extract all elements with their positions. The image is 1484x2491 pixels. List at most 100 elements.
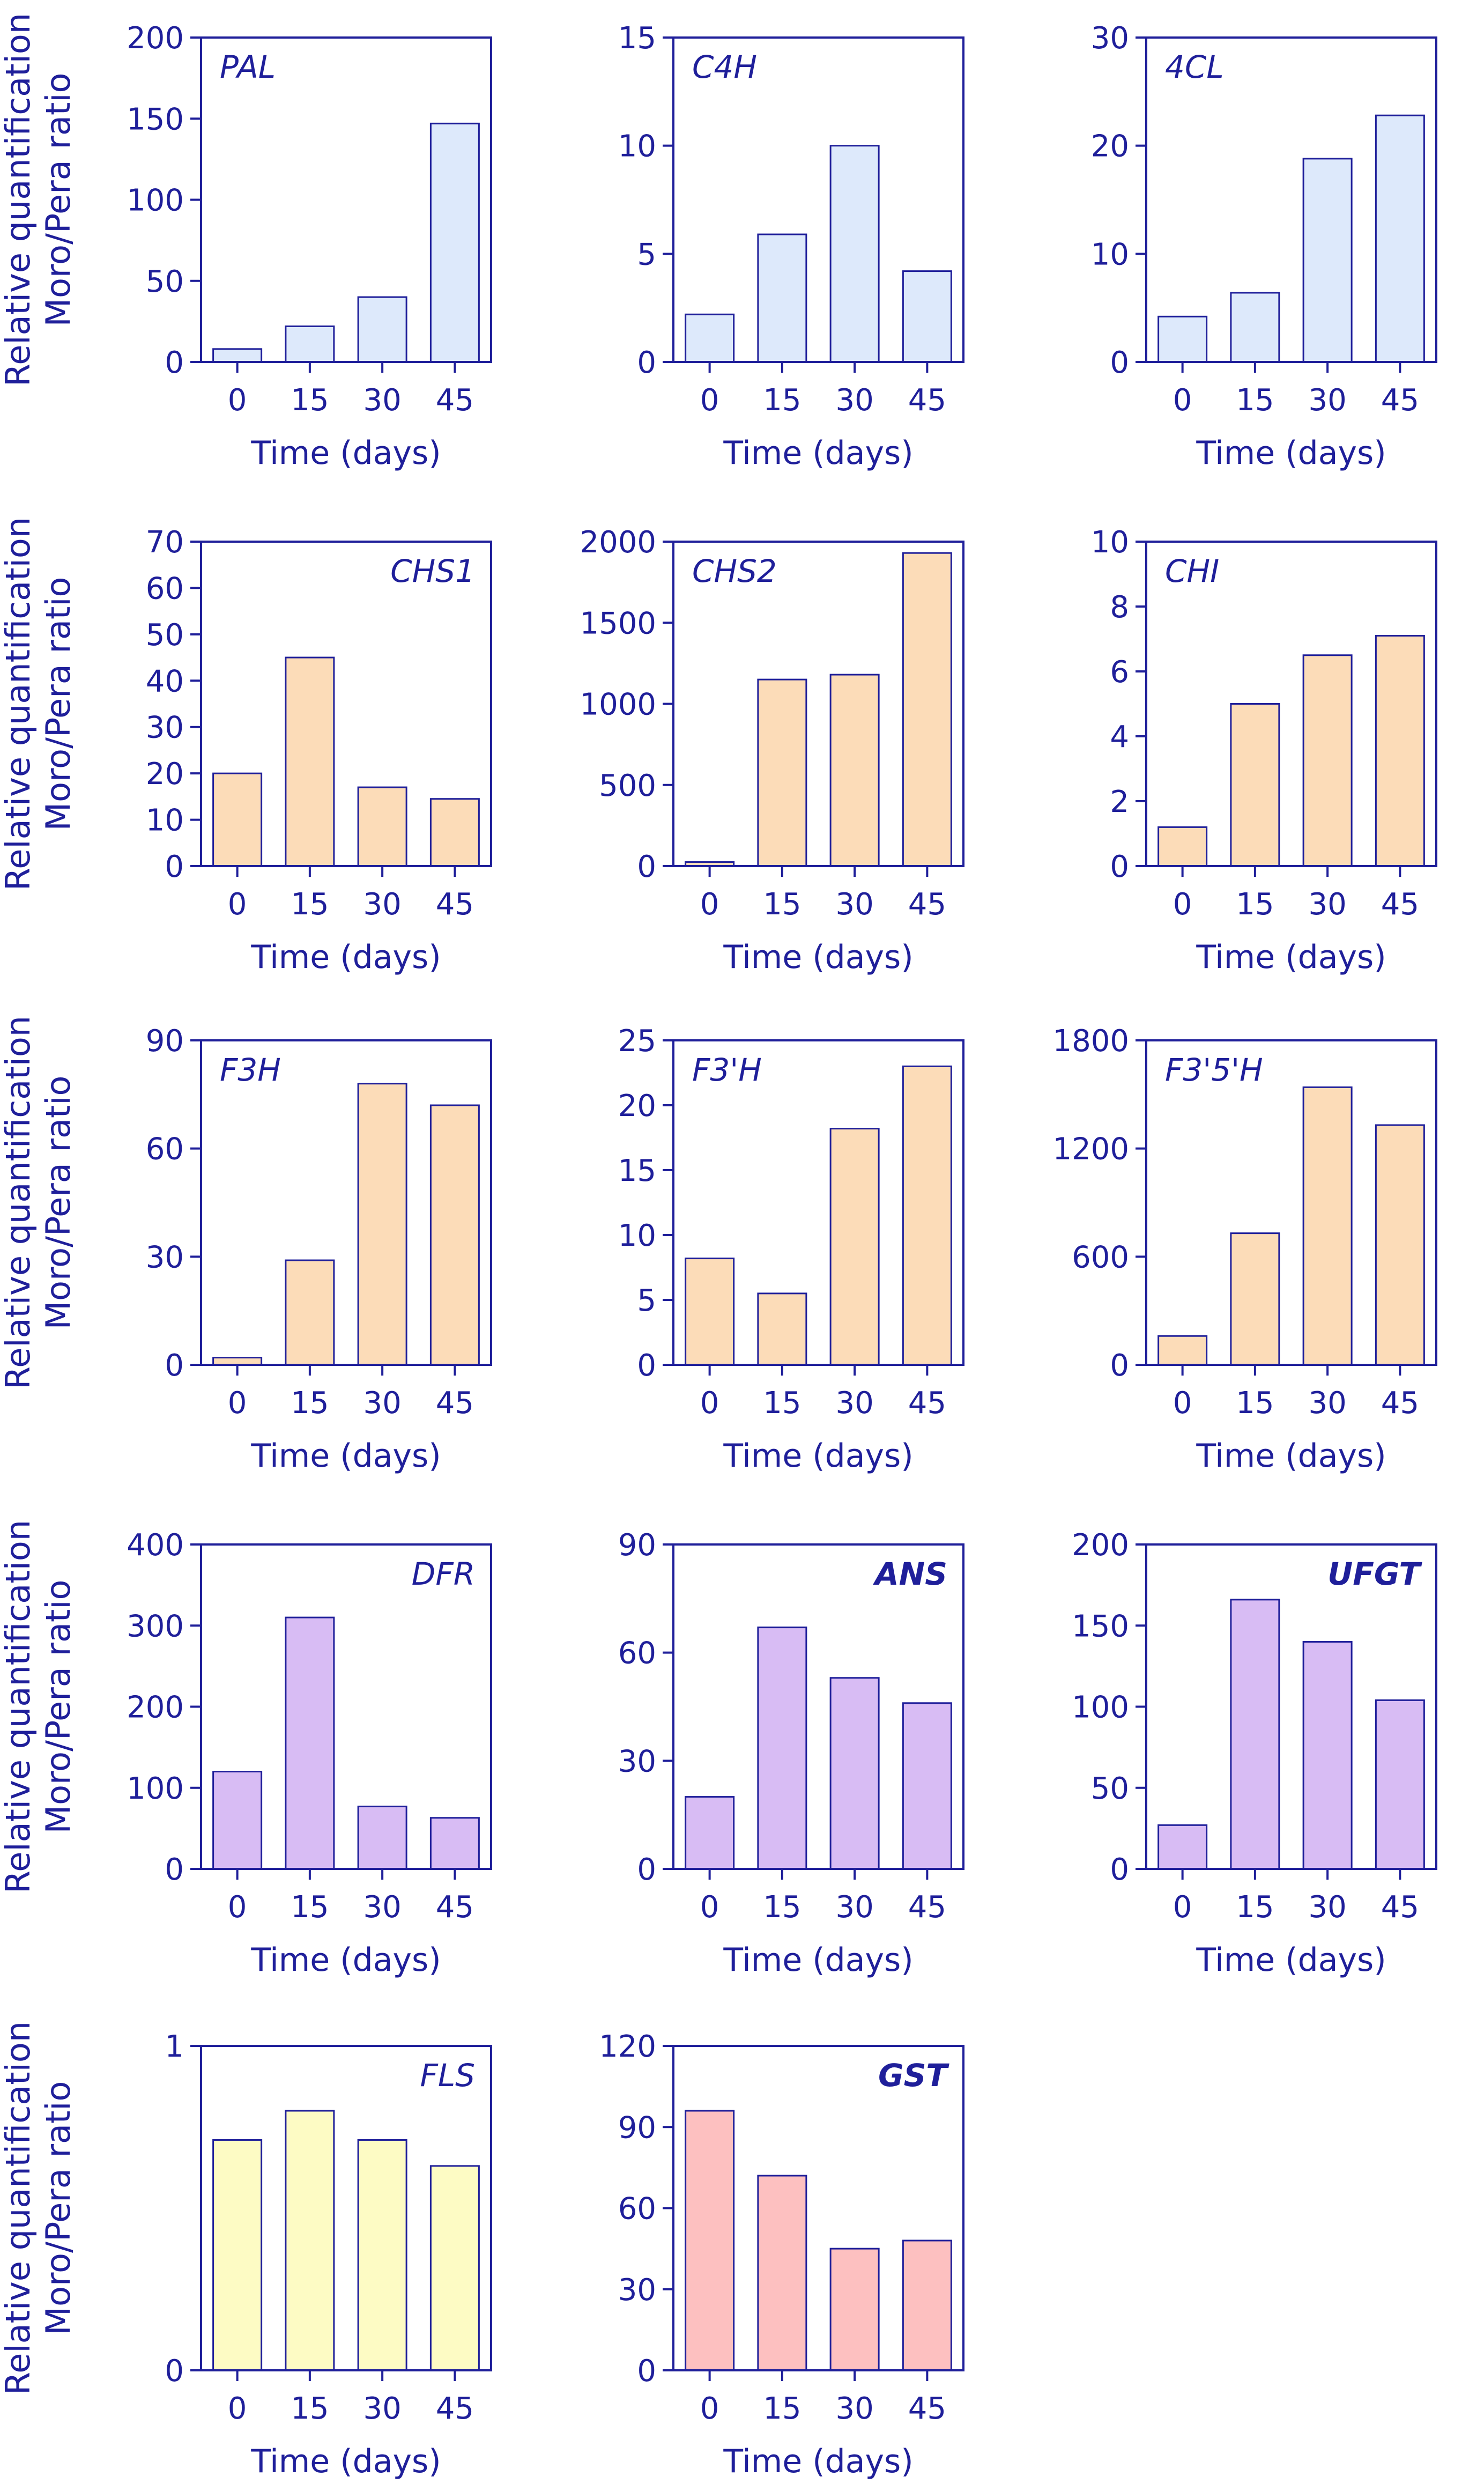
x-tick-label: 45 bbox=[436, 2391, 474, 2426]
y-tick-label: 0 bbox=[165, 1852, 184, 1887]
chart-panel-gst: 0 30 60 90 120 0 15 30 45 Time (days) GST bbox=[599, 2029, 964, 2480]
bar-15 bbox=[757, 678, 807, 867]
y-axis-label-line2: Moro/Pera ratio bbox=[39, 1580, 78, 1834]
bar-0 bbox=[212, 348, 263, 363]
y-tick-label: 0 bbox=[1110, 1348, 1129, 1383]
bar-0 bbox=[212, 772, 263, 867]
y-tick-label: 200 bbox=[127, 21, 184, 56]
chart-panel-chs2: 0 500 1000 1500 2000 0 15 30 45 Time (days) CHS2 bbox=[580, 525, 964, 976]
bar-0 bbox=[212, 1357, 263, 1366]
bar-15 bbox=[1230, 703, 1280, 867]
y-tick-label: 200 bbox=[127, 1690, 184, 1725]
gene-title: 4CL bbox=[1165, 49, 1224, 85]
y-tick-label: 60 bbox=[618, 2192, 656, 2227]
y-tick-label: 100 bbox=[127, 1771, 184, 1806]
y-tick-label: 10 bbox=[618, 129, 656, 164]
y-tick-label: 1 bbox=[165, 2029, 184, 2064]
bar-45 bbox=[1375, 634, 1425, 867]
x-tick-label: 0 bbox=[700, 1890, 719, 1925]
x-axis-label: Time (days) bbox=[723, 938, 913, 976]
x-axis-label: Time (days) bbox=[723, 1437, 913, 1475]
y-tick-label: 0 bbox=[1110, 1852, 1129, 1887]
bar-15 bbox=[1230, 292, 1280, 363]
bar-30 bbox=[829, 145, 880, 363]
chart-panel-f3p5ph: 0 600 1200 1800 0 15 30 45 Time (days) F3'5'H bbox=[1052, 1024, 1437, 1475]
y-tick-label: 120 bbox=[599, 2029, 656, 2064]
bar-45 bbox=[902, 270, 952, 363]
x-axis-label: Time (days) bbox=[250, 938, 441, 976]
x-tick-label: 0 bbox=[1173, 383, 1192, 418]
x-axis-label: Time (days) bbox=[723, 434, 913, 472]
x-axis-label: Time (days) bbox=[723, 1941, 913, 1979]
y-tick-label: 500 bbox=[599, 768, 656, 803]
x-tick-label: 15 bbox=[1236, 383, 1274, 418]
x-tick-label: 15 bbox=[291, 887, 329, 922]
bar-30 bbox=[357, 1806, 407, 1870]
y-tick-label: 50 bbox=[1091, 1771, 1129, 1806]
bar-0 bbox=[685, 2110, 735, 2371]
y-tick-label: 8 bbox=[1110, 590, 1129, 625]
x-tick-label: 30 bbox=[1308, 1386, 1346, 1421]
y-tick-label: 20 bbox=[146, 757, 184, 792]
y-tick-label: 150 bbox=[127, 102, 184, 137]
bar-15 bbox=[757, 2175, 807, 2371]
y-axis-label-line1: Relative quantification bbox=[0, 13, 38, 387]
bar-0 bbox=[1157, 315, 1208, 363]
bar-30 bbox=[357, 786, 407, 867]
y-axis-label-line1: Relative quantification bbox=[0, 517, 38, 891]
x-tick-label: 15 bbox=[291, 1890, 329, 1925]
plot-frame bbox=[200, 1039, 492, 1366]
gene-title: F3H bbox=[220, 1052, 281, 1088]
bar-0 bbox=[1157, 1335, 1208, 1366]
y-tick-label: 0 bbox=[165, 849, 184, 884]
y-axis-label-line1: Relative quantification bbox=[0, 1016, 38, 1389]
y-tick-label: 60 bbox=[618, 1636, 656, 1671]
x-tick-label: 15 bbox=[1236, 1386, 1274, 1421]
y-tick-label: 10 bbox=[1091, 525, 1129, 560]
bar-30 bbox=[829, 1677, 880, 1870]
chart-panel-c4h: 0 5 10 15 0 15 30 45 Time (days) C4H bbox=[618, 21, 964, 472]
x-tick-label: 15 bbox=[1236, 1890, 1274, 1925]
gene-title: DFR bbox=[412, 1556, 475, 1592]
y-tick-label: 15 bbox=[618, 21, 656, 56]
bar-15 bbox=[1230, 1599, 1280, 1870]
bar-15 bbox=[285, 2110, 335, 2371]
gene-title: C4H bbox=[692, 49, 757, 85]
y-tick-label: 0 bbox=[1110, 345, 1129, 380]
x-tick-label: 30 bbox=[1308, 383, 1346, 418]
y-tick-label: 4 bbox=[1110, 720, 1129, 755]
bar-15 bbox=[285, 1259, 335, 1366]
bar-45 bbox=[429, 798, 480, 867]
y-tick-label: 5 bbox=[637, 237, 656, 272]
chart-panel-4cl: 0 10 20 30 0 15 30 45 Time (days) 4CL bbox=[1091, 21, 1437, 472]
bar-0 bbox=[212, 2139, 263, 2371]
plot-frame bbox=[1145, 541, 1437, 867]
gene-title: F3'5'H bbox=[1165, 1052, 1263, 1088]
x-tick-label: 0 bbox=[1173, 887, 1192, 922]
x-tick-label: 15 bbox=[763, 887, 801, 922]
y-axis-label-line2: Moro/Pera ratio bbox=[39, 1076, 78, 1330]
x-tick-label: 30 bbox=[363, 887, 401, 922]
chart-panel-chs1: 0 10 20 30 40 50 60 70 0 15 30 45 Time (days) CHS1 Rel… bbox=[0, 517, 492, 976]
y-tick-label: 600 bbox=[1072, 1240, 1129, 1275]
y-tick-label: 0 bbox=[165, 1348, 184, 1383]
bar-0 bbox=[685, 313, 735, 363]
gene-title: CHI bbox=[1165, 553, 1219, 589]
bar-30 bbox=[357, 296, 407, 363]
y-axis-label-line2: Moro/Pera ratio bbox=[39, 73, 78, 327]
y-tick-label: 200 bbox=[1072, 1528, 1129, 1563]
x-tick-label: 0 bbox=[700, 2391, 719, 2426]
bar-15 bbox=[757, 1292, 807, 1366]
x-tick-label: 30 bbox=[835, 383, 873, 418]
x-tick-label: 45 bbox=[908, 1386, 946, 1421]
x-axis-label: Time (days) bbox=[250, 434, 441, 472]
y-tick-label: 90 bbox=[618, 2110, 656, 2145]
y-tick-label: 100 bbox=[127, 183, 184, 218]
x-tick-label: 0 bbox=[228, 1890, 247, 1925]
x-tick-label: 45 bbox=[436, 1890, 474, 1925]
y-tick-label: 10 bbox=[618, 1218, 656, 1253]
x-axis-label: Time (days) bbox=[723, 2443, 913, 2480]
bar-45 bbox=[1375, 1124, 1425, 1366]
chart-panel-ans: 0 30 60 90 0 15 30 45 Time (days) ANS bbox=[618, 1528, 964, 1979]
